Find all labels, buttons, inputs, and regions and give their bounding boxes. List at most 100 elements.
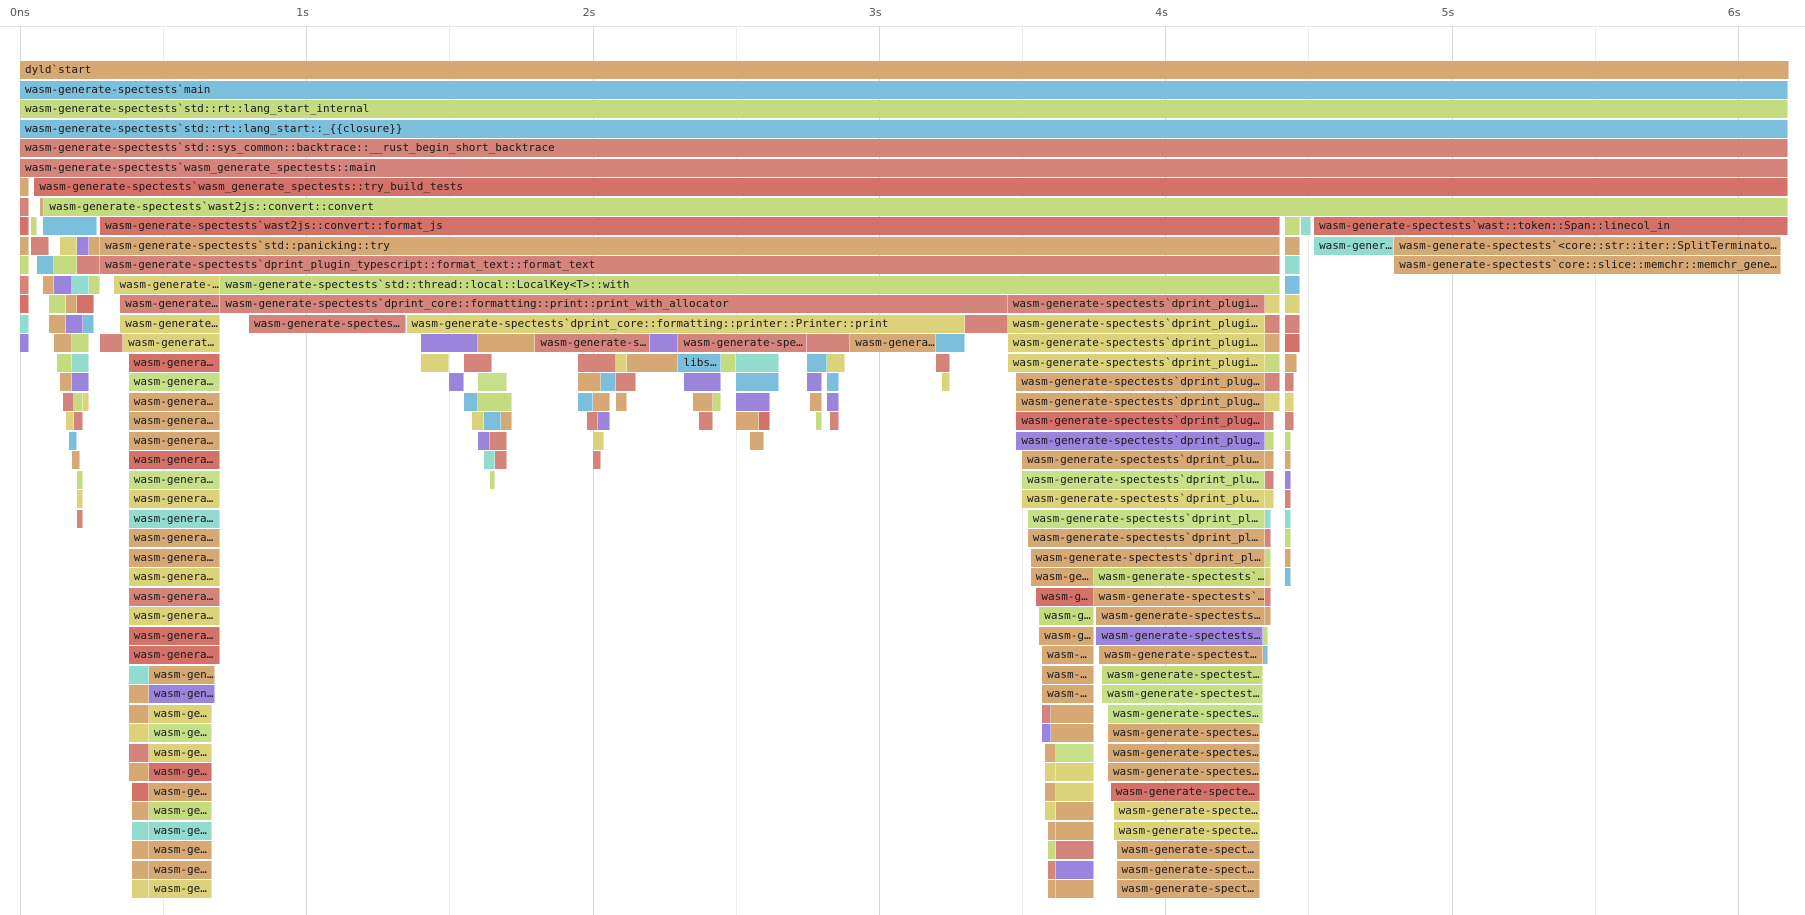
stack-frame[interactable]: wasm-generate-spectests`dprint_core [148,782,212,801]
stack-frame[interactable] [1285,490,1292,508]
stack-frame[interactable]: wasm-generate-spectests`dprint_core [148,704,212,723]
stack-frame[interactable] [77,295,95,313]
stack-frame[interactable] [807,353,828,372]
stack-frame[interactable] [463,353,493,372]
stack-frame[interactable] [128,665,149,684]
stack-frame[interactable]: wasm-generate-spectests`dprint_plugin_ty… [1022,470,1266,489]
stack-frame[interactable]: wasm-generate-spectests`dprint_core [148,665,215,684]
stack-frame[interactable] [1265,607,1272,625]
stack-frame[interactable] [1285,431,1292,450]
stack-frame[interactable]: wasm-generate-spectests`dprint_core::for… [128,587,221,606]
stack-frame[interactable]: wasm-generate-spectests`dprint_core::for… [128,646,221,664]
stack-frame[interactable] [684,373,722,391]
stack-frame[interactable] [62,392,75,411]
stack-frame[interactable] [750,431,765,450]
stack-frame[interactable]: wasm-generate-spectests`dprint_core::for… [128,548,221,567]
stack-frame[interactable]: wasm-generate-spectests`dprint_core::for… [128,509,221,528]
stack-frame[interactable] [483,451,496,469]
stack-frame[interactable] [74,392,83,411]
stack-frame[interactable] [1056,880,1094,898]
stack-frame[interactable]: wasm-generate-spectests`dprint_plugin_ty… [1007,295,1266,313]
stack-frame[interactable] [1285,373,1295,391]
stack-frame[interactable] [1047,880,1057,898]
stack-frame[interactable]: wasm-generate-spectests`dprint_plugin_ty… [1113,802,1260,820]
stack-frame[interactable] [1265,353,1280,372]
stack-frame[interactable] [489,431,507,450]
stack-frame[interactable] [489,470,496,489]
stack-frame[interactable] [1285,548,1292,567]
stack-frame[interactable] [1056,743,1094,762]
stack-frame[interactable] [128,763,149,781]
stack-frame[interactable] [20,197,29,216]
flame-graph[interactable]: dyld`start wasm-generate-spectests`main wa… [0,26,1805,915]
stack-frame[interactable] [1285,392,1295,411]
stack-frame[interactable] [1285,353,1297,372]
stack-frame[interactable] [88,236,101,255]
stack-frame[interactable]: wasm-generate-spectests`dprint_core::for… [128,412,221,430]
stack-frame[interactable] [71,451,81,469]
stack-frame[interactable] [1044,802,1057,820]
stack-frame[interactable] [20,314,29,333]
stack-frame[interactable]: wasm-generate-spectests`dprint [1039,626,1094,645]
stack-frame[interactable] [131,802,149,820]
stack-frame[interactable]: wasm-generate-spectests`std::thread::loc… [114,275,221,294]
stack-frame[interactable] [1262,646,1269,664]
stack-frame[interactable] [77,490,83,508]
stack-frame[interactable] [815,412,822,430]
stack-frame[interactable]: wasm-generate-spectests`dprint_plugin_ty… [1027,509,1266,528]
stack-frame[interactable]: wasm-generate-spectests`dprint_plugin_ty… [1102,685,1263,703]
stack-frame[interactable]: wasm-generate-spectests`dprint [1042,646,1094,664]
stack-frame[interactable] [1265,431,1274,450]
stack-frame[interactable] [20,217,29,235]
stack-frame[interactable]: wasm-generate-spectests`dprint_core [148,880,212,898]
stack-frame[interactable]: wasm-generate-spectests`dprint_core::for… [128,353,221,372]
stack-frame[interactable]: wasm-generate-spectests`dprint_core [148,860,212,879]
stack-frame[interactable] [1285,295,1300,313]
stack-frame[interactable] [40,197,45,216]
stack-frame[interactable]: wasm-generate-spectests`dprint_core::for… [128,568,221,586]
stack-frame[interactable] [1265,314,1280,333]
stack-frame[interactable] [1285,236,1300,255]
stack-frame[interactable] [1056,782,1094,801]
stack-frame[interactable]: wasm-generate-spectests`dprint_core::for… [128,626,221,645]
stack-frame[interactable] [420,353,450,372]
stack-frame[interactable]: wasm-generate-spectests`dprint_core [148,724,212,742]
stack-frame[interactable] [1265,373,1280,391]
stack-frame[interactable]: libsystem_malloc.dylib`free [678,353,722,372]
stack-frame[interactable] [615,353,627,372]
stack-frame[interactable] [936,334,965,352]
stack-frame[interactable] [827,353,845,372]
stack-frame[interactable]: wasm-generate-spectests`dprint_plugin_ty… [100,256,1280,274]
stack-frame[interactable]: wasm-generate-spectests`dprint_plugin_ty… [1107,763,1260,781]
stack-frame[interactable] [478,373,507,391]
stack-frame[interactable]: wasm-generate-spectests`dprint_core::for… [128,490,221,508]
stack-frame[interactable]: wasm-generate-spectests`dprint_core [148,802,212,820]
stack-frame[interactable] [1265,451,1274,469]
stack-frame[interactable] [20,236,29,255]
stack-frame[interactable] [478,334,536,352]
stack-frame[interactable] [1265,509,1272,528]
stack-frame[interactable] [1056,802,1094,820]
stack-frame[interactable]: wasm-generate-spectests`dprint_plugin_ty… [1007,353,1266,372]
stack-frame[interactable]: wasm-generate-spectests`std::panicking::… [100,236,1280,255]
stack-frame[interactable] [1265,334,1280,352]
stack-frame[interactable]: wasm-generate-spectests`dprint_plugin_ty… [1099,646,1263,664]
stack-frame[interactable] [77,256,101,274]
stack-frame[interactable]: wasm-generate-spectests`dprint_core::for… [406,314,965,333]
stack-frame[interactable]: wasm-generate-spectests`dprint_core::for… [120,295,221,313]
stack-frame[interactable] [71,334,89,352]
stack-frame[interactable] [71,353,89,372]
stack-frame[interactable] [463,392,479,411]
stack-frame[interactable]: wasm-generate-spectests`dprint_core [148,763,212,781]
stack-frame[interactable] [68,431,78,450]
stack-frame[interactable] [1285,470,1292,489]
stack-frame[interactable] [1047,821,1057,840]
stack-frame[interactable] [57,353,72,372]
stack-frame[interactable] [77,470,83,489]
stack-frame[interactable] [495,451,507,469]
stack-frame[interactable]: wasm-generate-spectests`dprint_plugin_ty… [1116,841,1260,859]
stack-frame[interactable]: wasm-generate-spectests`dprint [1042,665,1094,684]
stack-frame[interactable] [1285,217,1300,235]
stack-frame[interactable]: wasm-generate-spectests`dprint_plugin_ty… [1007,314,1266,333]
stack-frame[interactable] [615,392,627,411]
